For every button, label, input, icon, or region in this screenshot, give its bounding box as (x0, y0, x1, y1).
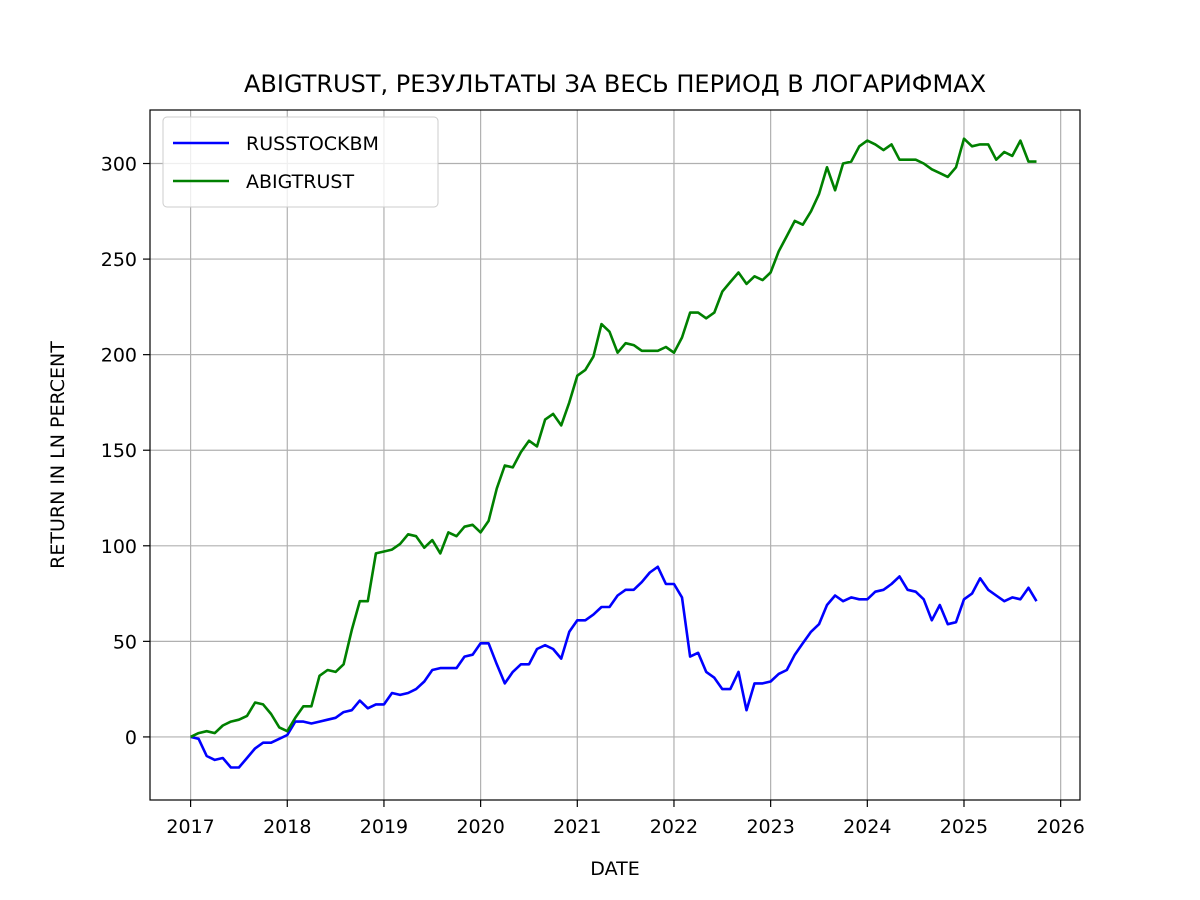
y-tick-label: 250 (101, 249, 137, 271)
x-tick-label: 2024 (843, 816, 891, 838)
plot-frame (149, 109, 1081, 801)
grid-lines (150, 110, 1080, 800)
series-line-russtockbm (190, 565, 1038, 769)
x-tick-label: 2017 (166, 816, 214, 838)
y-tick-label: 200 (101, 345, 137, 367)
legend-box (162, 116, 439, 208)
legend-label-abigtrust: ABIGTRUST (246, 171, 354, 193)
plot-background (150, 110, 1080, 800)
x-axis: 2017 2018 2019 2020 2021 2022 2023 2024 2025 2026 (166, 800, 1085, 838)
x-tick-label: 2025 (940, 816, 988, 838)
y-axis: 0 50 100 150 200 250 300 (101, 154, 150, 749)
series-line-abigtrust (190, 137, 1037, 739)
plot-area (149, 109, 1081, 801)
x-tick-label: 2020 (456, 816, 504, 838)
y-tick-label: 300 (101, 154, 137, 176)
y-tick-label: 50 (113, 631, 137, 653)
x-tick-label: 2023 (746, 816, 794, 838)
series-lines (190, 137, 1038, 769)
y-axis-label: RETURN IN LN PERCENT (47, 341, 69, 569)
legend-label-russtockbm: RUSSTOCKBM (246, 133, 379, 155)
x-tick-label: 2019 (360, 816, 408, 838)
legend: RUSSTOCKBM ABIGTRUST (162, 116, 439, 208)
y-tick-label: 0 (125, 727, 137, 749)
y-tick-label: 100 (101, 536, 137, 558)
x-tick-label: 2018 (263, 816, 311, 838)
y-tick-label: 150 (101, 440, 137, 462)
x-tick-label: 2021 (553, 816, 601, 838)
chart-title: ABIGTRUST, РЕЗУЛЬТАТЫ ЗА ВЕСЬ ПЕРИОД В Л… (244, 70, 986, 98)
x-tick-label: 2026 (1036, 816, 1084, 838)
x-tick-label: 2022 (650, 816, 698, 838)
x-axis-label: DATE (590, 858, 639, 880)
